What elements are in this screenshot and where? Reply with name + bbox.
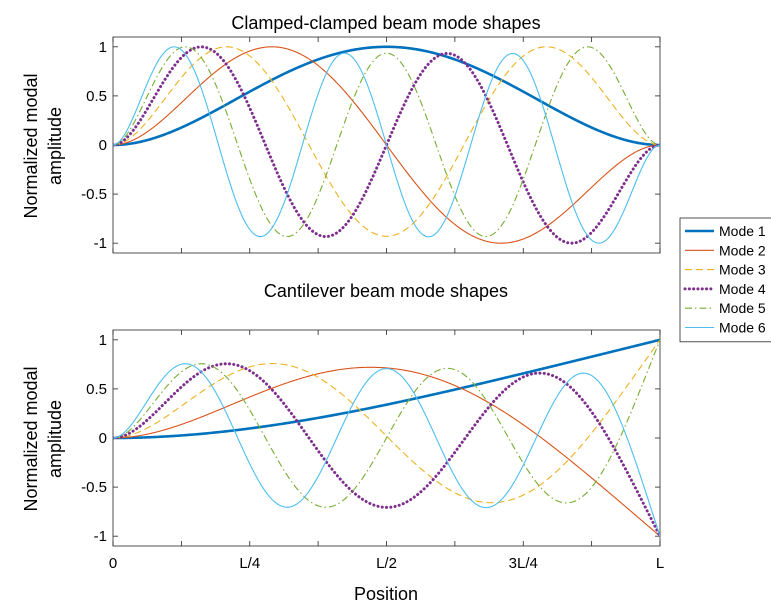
series-mode-3 [113,339,660,504]
y-tick-label: -0.5 [81,479,107,496]
legend-entry: Mode 5 [719,300,766,316]
series-mode-5 [113,46,660,238]
cantilever-panel: Cantilever beam mode shapes Normalized m… [21,281,664,604]
y-tick-label: 0.5 [86,88,107,105]
y-tick-label: 0 [99,137,107,154]
series-mode-3 [113,46,660,237]
cantilever-plot-area: 10.50-0.5-10 L/4 L/2 3L/4 L [81,329,664,572]
clamped-plot-area: 1 0.5 0 -0.5 -1 [81,36,661,254]
clamped-title: Clamped-clamped beam mode shapes [231,13,540,33]
y-tick-label: -0.5 [81,186,107,203]
legend-entry: Mode 2 [719,242,766,258]
y-tick-label: -1 [94,235,107,252]
cantilever-ylabel-line1: Normalized modal [21,366,41,511]
clamped-panel: Clamped-clamped beam mode shapes Normali… [21,13,661,254]
legend: Mode 1 Mode 2 Mode 3 Mode 4 Mode 5 Mode 6 [679,217,771,343]
y-tick-label: 1 [99,332,107,349]
series-mode-5 [113,339,660,508]
legend-entry: Mode 4 [719,281,766,297]
cantilever-title: Cantilever beam mode shapes [264,281,508,301]
series-mode-6 [113,363,660,537]
series-mode-1 [113,338,660,440]
legend-entry: Mode 1 [719,223,766,239]
x-tick-label: 3L/4 [509,555,538,572]
x-tick-label: L/4 [239,555,260,572]
series-mode-6 [113,46,660,244]
clamped-ylabel-line1: Normalized modal [21,73,41,218]
cantilever-ylabel-line2: amplitude [45,400,65,478]
y-tick-label: 0.5 [86,381,107,398]
y-tick-label: 1 [99,39,107,56]
legend-entry: Mode 6 [719,320,766,336]
y-tick-label: -1 [94,528,107,545]
x-tick-label: L [656,555,664,572]
series-mode-1 [113,45,660,147]
x-tick-label: L/2 [376,555,397,572]
legend-box [679,217,771,343]
clamped-ylabel-line2: amplitude [45,107,65,185]
y-tick-label: 0 [99,430,107,447]
series-mode-4 [113,362,660,538]
x-axis-label: Position [354,584,418,604]
series-mode-2 [113,366,660,537]
legend-entry: Mode 3 [719,262,766,278]
x-tick-label: 0 [109,555,117,572]
